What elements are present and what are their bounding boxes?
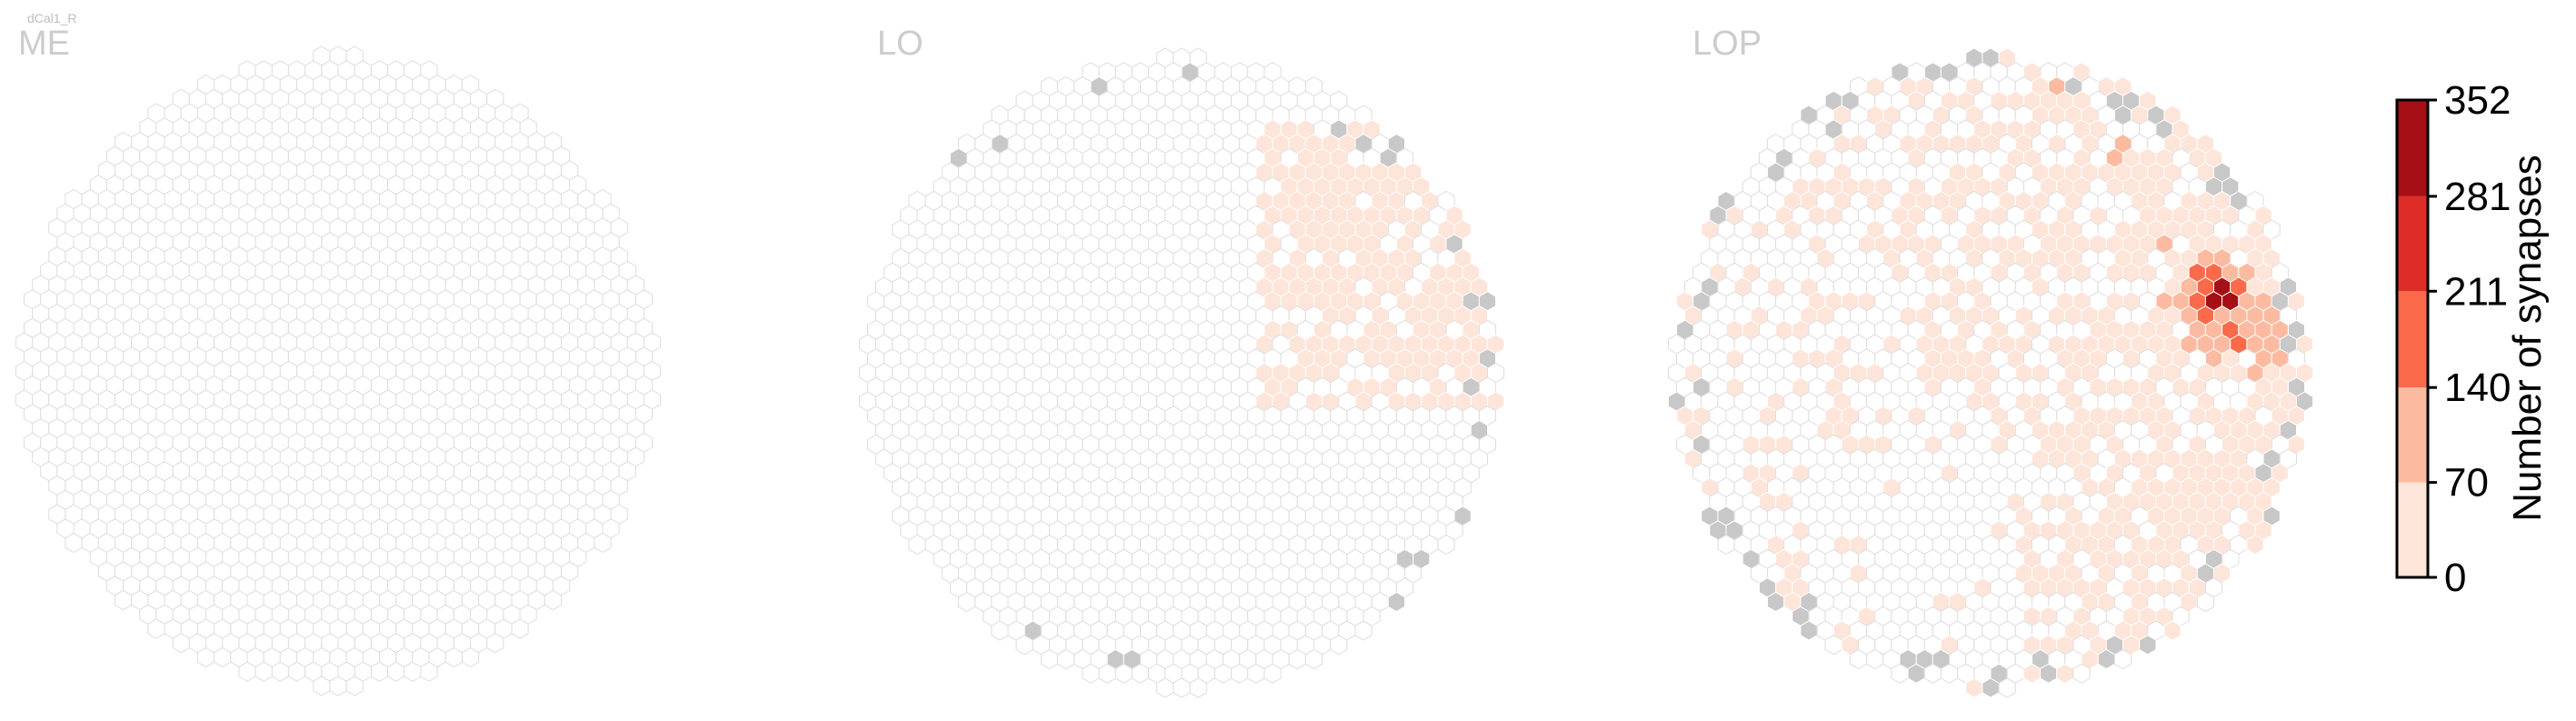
colorbar-segment (2397, 387, 2428, 483)
hex-cell (1288, 648, 1306, 670)
hex-cell (2196, 591, 2214, 613)
hex-cell (2056, 663, 2074, 684)
hex-cell (65, 532, 83, 554)
panel-me-title: ME (18, 25, 70, 63)
hex-cell (115, 589, 133, 611)
colorbar-tick-label: 70 (2444, 461, 2489, 506)
hex-cell (1866, 648, 1884, 670)
hex-cell (1907, 663, 1925, 684)
colorbar-tick-label: 281 (2444, 175, 2511, 219)
hex-cell (1173, 677, 1191, 698)
hex-cell (271, 661, 289, 682)
hex-cell (196, 646, 215, 668)
panel-lop: LOP (1667, 25, 2314, 698)
hex-cell (370, 661, 389, 682)
hex-cell (2139, 635, 2157, 656)
hex-cell (1040, 648, 1059, 670)
hex-cell (958, 591, 976, 613)
hex-cell (214, 646, 232, 668)
hex-cell (1263, 663, 1282, 684)
hex-cell (1923, 663, 1942, 684)
hex-cell (420, 661, 438, 682)
colorbar-segment (2397, 291, 2428, 388)
colorbar: 0 70 140 211 281 352 Number of synapses (2395, 78, 2550, 600)
hex-cell (1824, 635, 1842, 656)
colorbar-ticks: 0 70 140 211 281 352 (2428, 78, 2511, 600)
colorbar-segment (2397, 195, 2428, 292)
hex-cell (2022, 663, 2042, 684)
hex-cell (1015, 635, 1033, 656)
hex-cell (2040, 663, 2058, 684)
hex-cell (387, 661, 405, 682)
colorbar-segment (2397, 100, 2428, 196)
hex-cell (991, 620, 1009, 641)
panel-lop-hexes (1667, 47, 2314, 698)
hex-cell (404, 661, 422, 682)
colorbar-tick-label: 0 (2444, 556, 2466, 600)
hex-cell (255, 661, 273, 682)
hex-cell (1965, 677, 1983, 698)
colorbar-segment (2397, 482, 2428, 577)
hex-cell (1247, 663, 1265, 684)
hex-cell (1131, 663, 1150, 684)
hex-cell (1189, 677, 1207, 698)
panel-lo: LO (858, 25, 1505, 698)
hex-cell (461, 646, 480, 668)
colorbar-label: Number of synapses (2505, 155, 2550, 522)
hex-cell (544, 589, 562, 611)
hex-cell (2246, 534, 2264, 556)
colorbar-tick-label: 352 (2444, 78, 2511, 123)
colorbar-tick-label: 140 (2444, 366, 2511, 410)
hex-cell (1082, 663, 1100, 684)
panel-me: ME (15, 25, 662, 696)
hex-cell (1849, 648, 1868, 670)
hex-cell (1982, 677, 2000, 698)
panel-lo-hexes (858, 47, 1505, 698)
hex-cell (1114, 663, 1133, 684)
hex-cell (1387, 591, 1405, 613)
panel-lop-title: LOP (1692, 25, 1762, 63)
colorbar-segments (2397, 100, 2428, 577)
hex-cell (1098, 663, 1116, 684)
hex-cell (345, 676, 364, 696)
hex-cell (1354, 620, 1373, 641)
hex-cell (2163, 620, 2182, 641)
hex-cell (172, 633, 190, 654)
panel-me-hexes (15, 45, 662, 696)
hex-cell (1231, 663, 1249, 684)
hex-cell (313, 676, 331, 696)
hex-cell (2097, 648, 2115, 670)
hex-cell (1800, 620, 1818, 641)
hex-cell (1717, 534, 1735, 556)
panel-lo-title: LO (877, 25, 924, 63)
hex-cell (287, 661, 306, 682)
hex-cell (1156, 677, 1174, 698)
hex-cell (1304, 648, 1323, 670)
hex-cell (908, 534, 926, 556)
hex-cell (2072, 663, 2091, 684)
hex-cell (486, 633, 504, 654)
hex-cell (1330, 635, 1348, 656)
hex-cell (1767, 591, 1785, 613)
hex-cell (444, 646, 463, 668)
hex-cell (238, 661, 256, 682)
hex-cell (1940, 663, 1959, 684)
hex-cell (1057, 648, 1075, 670)
hex-cell (1891, 663, 1909, 684)
hex-cell (329, 676, 347, 696)
hex-cell (1437, 534, 1455, 556)
colorbar-tick-label: 211 (2444, 269, 2508, 314)
hex-cell (147, 618, 165, 639)
figure-label: dCal1_R (27, 11, 76, 25)
hex-cell (1998, 677, 2016, 698)
hex-cell (511, 618, 529, 639)
hex-cell (1213, 663, 1233, 684)
hex-cell (2113, 648, 2132, 670)
hex-cell (594, 532, 612, 554)
